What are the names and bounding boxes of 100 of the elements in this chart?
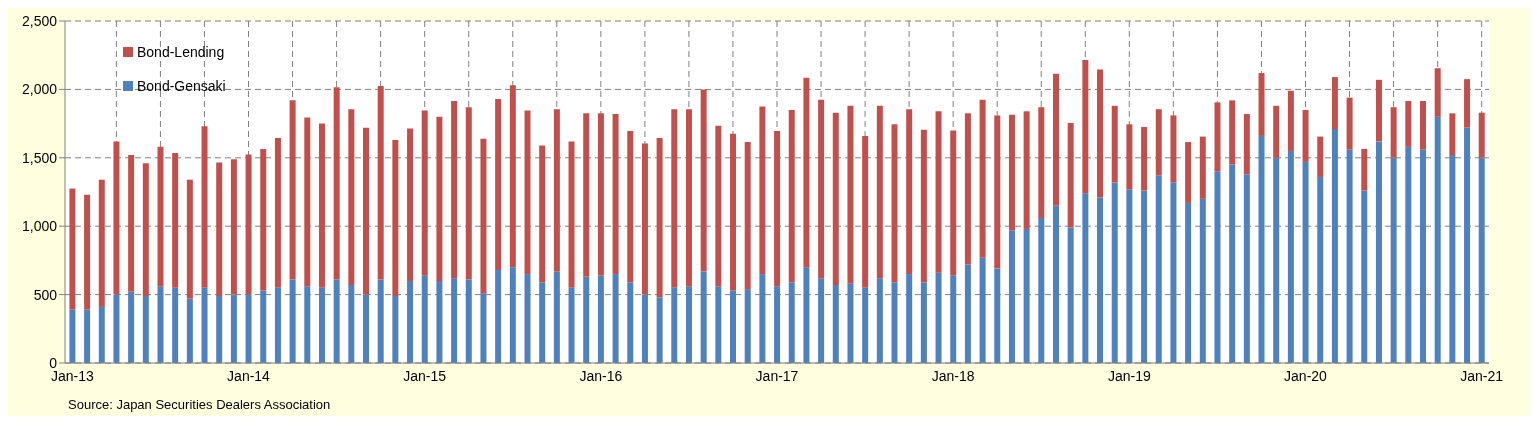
bar (1464, 127, 1471, 363)
bar (172, 287, 179, 363)
bar (98, 179, 105, 307)
bar (436, 280, 443, 363)
bar (98, 306, 105, 363)
bar (333, 279, 340, 363)
bar (627, 131, 634, 283)
bar (363, 127, 370, 295)
bar (862, 287, 869, 363)
bar (216, 162, 223, 296)
bar (1273, 105, 1280, 158)
bar (1317, 136, 1324, 177)
bar (583, 276, 590, 363)
bar (245, 154, 252, 295)
bar (539, 282, 546, 363)
bar (1361, 148, 1368, 191)
bar (715, 286, 722, 363)
bar (1214, 102, 1221, 172)
bar (847, 283, 854, 363)
bar (1141, 190, 1148, 363)
bar (157, 286, 164, 363)
bar (553, 109, 560, 272)
bar (641, 294, 648, 363)
bar (480, 138, 487, 294)
bar (553, 271, 560, 363)
bar (700, 271, 707, 363)
bar (964, 113, 971, 265)
bar (1258, 72, 1265, 136)
bar (260, 290, 267, 363)
bar (685, 286, 692, 363)
bar (509, 267, 516, 363)
bar (627, 282, 634, 363)
bar (84, 309, 91, 363)
bar (1199, 136, 1206, 199)
bar (421, 275, 428, 363)
bar (69, 309, 76, 363)
bar (524, 110, 531, 275)
y-tick-label: 1,500 (21, 149, 58, 166)
bar (979, 257, 986, 363)
bar (1023, 111, 1030, 229)
bar (641, 143, 648, 295)
bar (1111, 182, 1118, 363)
y-tick-label: 500 (33, 286, 58, 303)
bar (84, 194, 91, 310)
bar (186, 298, 193, 363)
x-tick-label: Jan-19 (1107, 367, 1151, 384)
bar (597, 113, 604, 276)
bar (832, 285, 839, 363)
bar (524, 274, 531, 363)
bar (891, 124, 898, 283)
bar (876, 278, 883, 363)
bar (774, 131, 781, 287)
bar (979, 99, 986, 258)
bar (744, 142, 751, 290)
bar (201, 126, 208, 288)
bar (612, 114, 619, 275)
y-tick-label: 1,000 (21, 218, 58, 235)
bar (1067, 122, 1074, 228)
bar (186, 179, 193, 299)
legend-label: Bond-Gensaki (137, 78, 226, 94)
bar (568, 141, 575, 288)
bar (906, 109, 913, 275)
bar (583, 113, 590, 277)
legend-label: Bond-Lending (137, 44, 225, 60)
bar (318, 287, 325, 363)
x-tick-label: Jan-15 (403, 367, 447, 384)
bar (1346, 149, 1353, 363)
bar (465, 279, 472, 363)
x-tick-label: Jan-17 (755, 367, 799, 384)
bar (1405, 146, 1412, 363)
bar (1434, 116, 1441, 363)
bar (685, 109, 692, 287)
bar (465, 107, 472, 280)
bar (935, 111, 942, 273)
bar (1361, 190, 1368, 363)
bar (1199, 198, 1206, 363)
bar (304, 286, 311, 363)
bar (1097, 69, 1104, 198)
bar (1258, 135, 1265, 363)
bar (1170, 182, 1177, 363)
bar (1155, 175, 1162, 363)
bar (377, 85, 384, 280)
bar (1155, 109, 1162, 176)
bar (818, 99, 825, 279)
bar (994, 268, 1001, 363)
bar (1243, 174, 1250, 363)
bar (1052, 205, 1059, 363)
bar (245, 294, 252, 363)
bar (69, 188, 76, 310)
x-tick-label: Jan-20 (1284, 367, 1328, 384)
bar (539, 145, 546, 283)
bar (994, 115, 1001, 269)
bar (671, 287, 678, 363)
bar (862, 135, 869, 288)
bar (1449, 113, 1456, 156)
bar (906, 274, 913, 363)
bar (1273, 157, 1280, 363)
bar (964, 264, 971, 363)
bar (230, 294, 237, 363)
bar (1008, 114, 1015, 231)
